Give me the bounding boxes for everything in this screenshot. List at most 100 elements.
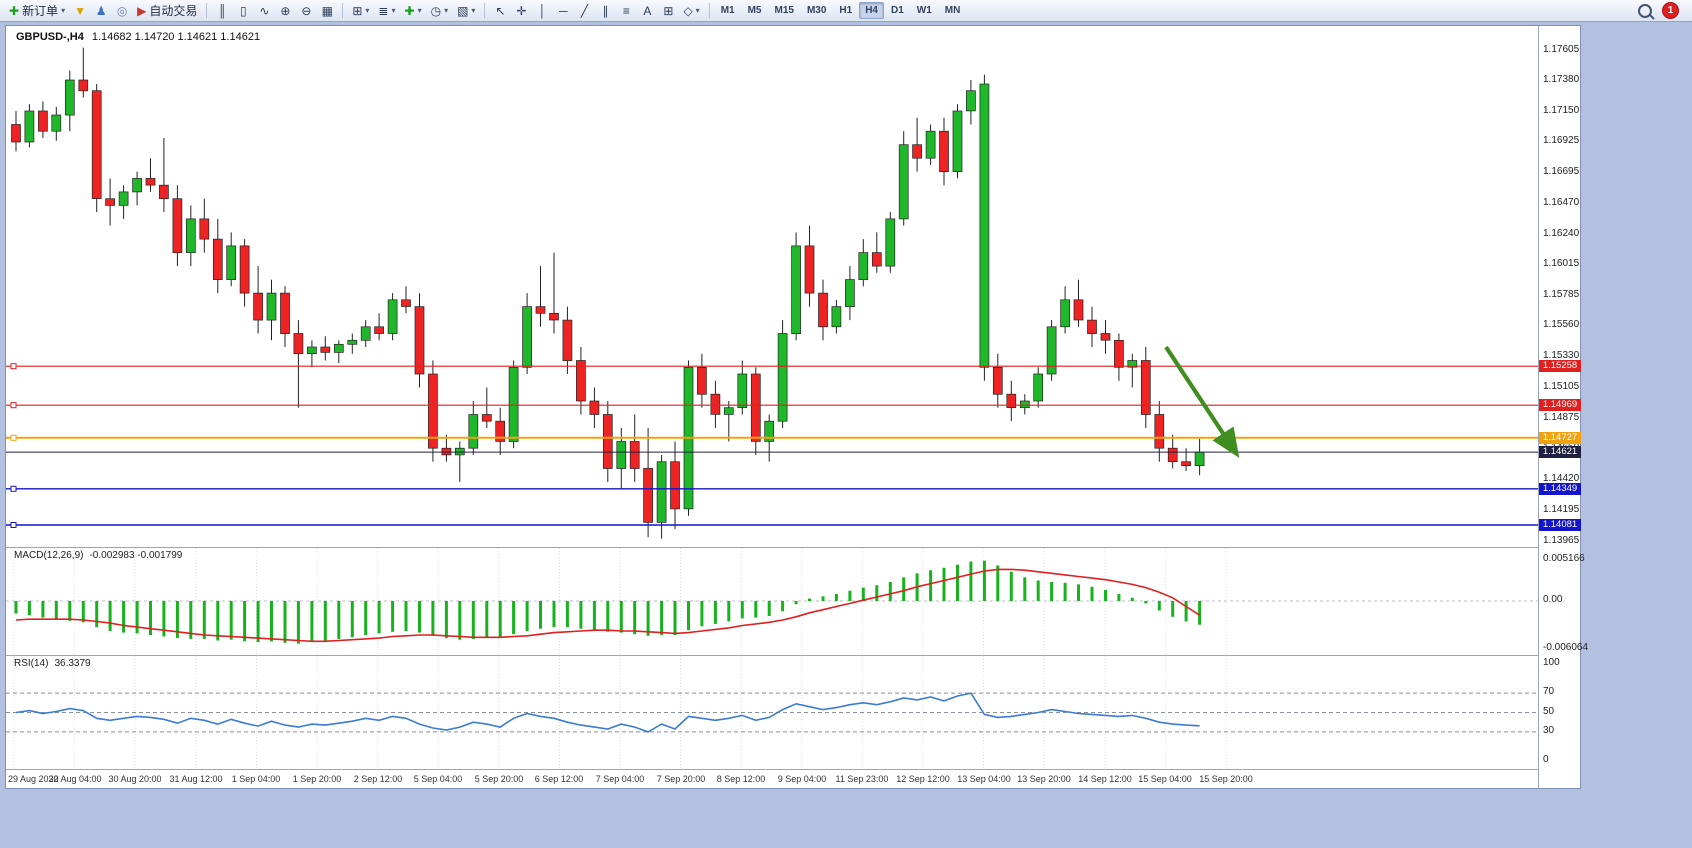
horizontal-line-icon[interactable]: ─ bbox=[553, 2, 573, 20]
candle-body bbox=[912, 144, 922, 159]
toolbar-separator bbox=[206, 3, 208, 18]
charts-funnel-icon[interactable]: ▼ bbox=[70, 2, 90, 20]
candle-body bbox=[871, 252, 882, 267]
timeframe-d1-button[interactable]: D1 bbox=[885, 2, 910, 19]
timeframe-mn-button[interactable]: MN bbox=[939, 2, 967, 19]
profiles-icon[interactable]: ≣ ▾ bbox=[374, 2, 399, 20]
target-line-upper-handle[interactable] bbox=[10, 485, 17, 492]
main-toolbar: ✚ 新订单 ▾ ▼ ♟ ◎ ▶ 自动交易 ║ ▯ ∿ ⊕ ⊖ ▦ ⊞ ▾ ≣ ▾ ✚ ▾ ◷ ▾ ▧ ▾ ↖ ✛ │ ─ ╱ ∥ ≡ A ⊞ ◇ ▾… bbox=[0, 0, 1692, 22]
resistance-line-upper-handle[interactable] bbox=[10, 363, 17, 370]
candle-body bbox=[831, 306, 842, 328]
candle-body bbox=[697, 366, 707, 395]
candle-body bbox=[1127, 360, 1138, 368]
candle-body bbox=[522, 306, 532, 368]
fibonacci-icon[interactable]: ≡ bbox=[616, 2, 636, 20]
templates-icon[interactable]: ▧ ▾ bbox=[453, 2, 479, 20]
candle-body bbox=[979, 83, 990, 368]
chart-window: GBPUSD-,H4 1.14682 1.14720 1.14621 1.1462… bbox=[5, 25, 1588, 789]
indicators-icon[interactable]: ✚ ▾ bbox=[401, 2, 426, 20]
profile-user-icon[interactable]: ♟ bbox=[91, 2, 111, 20]
caret-down-icon: ▾ bbox=[444, 6, 449, 15]
price-tick-label: 1.17605 bbox=[1543, 44, 1580, 55]
auto-trade-button-label: 自动交易 bbox=[149, 4, 198, 18]
shapes-icon: ◇ bbox=[683, 3, 693, 18]
text-label-icon: ⊞ bbox=[663, 3, 674, 18]
date-tick-label: 1 Sep 20:00 bbox=[292, 774, 342, 784]
candle-body bbox=[589, 400, 600, 415]
periods-icon[interactable]: ◷ ▾ bbox=[427, 2, 453, 20]
date-tick-label: 15 Sep 04:00 bbox=[1138, 774, 1192, 784]
trendline-icon[interactable]: ╱ bbox=[574, 2, 594, 20]
date-tick-label: 1 Sep 04:00 bbox=[231, 774, 281, 784]
resistance-line-upper-price-badge: 1.15258 bbox=[1539, 360, 1581, 372]
time-axis[interactable]: 29 Aug 2022 30 Aug 04:00 30 Aug 20:00 31 Au… bbox=[6, 769, 1538, 789]
candle-body bbox=[925, 130, 936, 159]
candle-body bbox=[723, 407, 734, 415]
cursor-icon[interactable]: ↖ bbox=[490, 2, 510, 20]
toolbar-separator bbox=[342, 3, 344, 18]
target-line-lower-handle[interactable] bbox=[10, 522, 17, 528]
candle-body bbox=[643, 468, 653, 523]
crosshair-icon[interactable]: ✛ bbox=[511, 2, 531, 20]
candle-body bbox=[804, 245, 815, 294]
community-icon[interactable]: ◎ bbox=[112, 2, 132, 20]
zoom-out-icon[interactable]: ⊖ bbox=[296, 2, 316, 20]
zoom-in-icon[interactable]: ⊕ bbox=[275, 2, 295, 20]
new-order-button[interactable]: ✚ 新订单 ▾ bbox=[5, 2, 69, 20]
candle-body bbox=[468, 414, 479, 449]
shapes-icon[interactable]: ◇ ▾ bbox=[679, 2, 703, 20]
timeframe-m1-button[interactable]: M1 bbox=[715, 2, 741, 19]
rsi-chart[interactable] bbox=[6, 656, 1538, 768]
rsi-scale-label: 0 bbox=[1543, 754, 1549, 765]
candlestick-chart[interactable] bbox=[6, 26, 1538, 547]
text-icon[interactable]: A bbox=[637, 2, 657, 20]
macd-chart[interactable] bbox=[6, 548, 1538, 654]
candle-body bbox=[51, 114, 62, 132]
date-tick-label: 7 Sep 04:00 bbox=[595, 774, 645, 784]
cursor-icon: ↖ bbox=[495, 3, 506, 18]
date-tick-label: 30 Aug 20:00 bbox=[108, 774, 162, 784]
text-label-icon[interactable]: ⊞ bbox=[658, 2, 678, 20]
candle-body bbox=[1181, 461, 1191, 467]
date-tick-label: 7 Sep 20:00 bbox=[656, 774, 706, 784]
rsi-pane[interactable]: RSI(14) 36.3379 bbox=[6, 655, 1538, 768]
timeframe-w1-button[interactable]: W1 bbox=[911, 2, 938, 19]
timeframe-m15-button[interactable]: M15 bbox=[769, 2, 800, 19]
resistance-line-lower-price-badge: 1.14969 bbox=[1539, 399, 1581, 411]
price-axis[interactable]: 1.17605 1.17380 1.17150 1.16925 1.16695 1.164… bbox=[1538, 26, 1588, 788]
vertical-line-icon[interactable]: │ bbox=[532, 2, 552, 20]
auto-trade-icon: ▶ bbox=[137, 3, 147, 18]
auto-trade-button[interactable]: ▶ 自动交易 bbox=[133, 2, 201, 20]
date-tick-label: 6 Sep 12:00 bbox=[534, 774, 584, 784]
candle-body bbox=[1019, 400, 1030, 409]
new-chart-icon: ⊞ bbox=[352, 3, 363, 18]
bar-chart-icon[interactable]: ║ bbox=[212, 2, 232, 20]
candlestick-chart-icon[interactable]: ▯ bbox=[233, 2, 253, 20]
price-chart-pane[interactable]: GBPUSD-,H4 1.14682 1.14720 1.14621 1.1462… bbox=[6, 26, 1538, 547]
candle-body bbox=[454, 447, 465, 456]
candle-body bbox=[845, 279, 855, 307]
resistance-line-lower-handle[interactable] bbox=[10, 402, 17, 409]
candle-body bbox=[159, 184, 169, 200]
equidistant-channel-icon[interactable]: ∥ bbox=[595, 2, 615, 20]
rsi-name: RSI(14) bbox=[14, 658, 49, 669]
candle-body bbox=[602, 414, 613, 469]
candle-body bbox=[374, 326, 384, 334]
line-chart-icon[interactable]: ∿ bbox=[254, 2, 274, 20]
timeframe-h4-button[interactable]: H4 bbox=[859, 2, 884, 19]
new-chart-icon[interactable]: ⊞ ▾ bbox=[348, 2, 373, 20]
candle-body bbox=[777, 333, 788, 422]
timeframe-m5-button[interactable]: M5 bbox=[742, 2, 768, 19]
timeframe-m30-button[interactable]: M30 bbox=[801, 2, 832, 19]
price-tick-label: 1.16470 bbox=[1543, 197, 1580, 208]
candle-body bbox=[1100, 333, 1111, 341]
macd-pane[interactable]: MACD(12,26,9) -0.002983 -0.001799 bbox=[6, 547, 1538, 654]
tile-windows-icon[interactable]: ▦ bbox=[317, 2, 337, 20]
support-line-orange-handle[interactable] bbox=[10, 434, 17, 441]
rsi-scale-label: 70 bbox=[1543, 686, 1555, 697]
fibonacci-icon: ≡ bbox=[622, 3, 630, 18]
search-icon[interactable] bbox=[1638, 3, 1652, 18]
notification-badge[interactable]: 1 bbox=[1662, 2, 1679, 19]
timeframe-h1-button[interactable]: H1 bbox=[833, 2, 858, 19]
trend-arrow[interactable] bbox=[1164, 345, 1240, 458]
